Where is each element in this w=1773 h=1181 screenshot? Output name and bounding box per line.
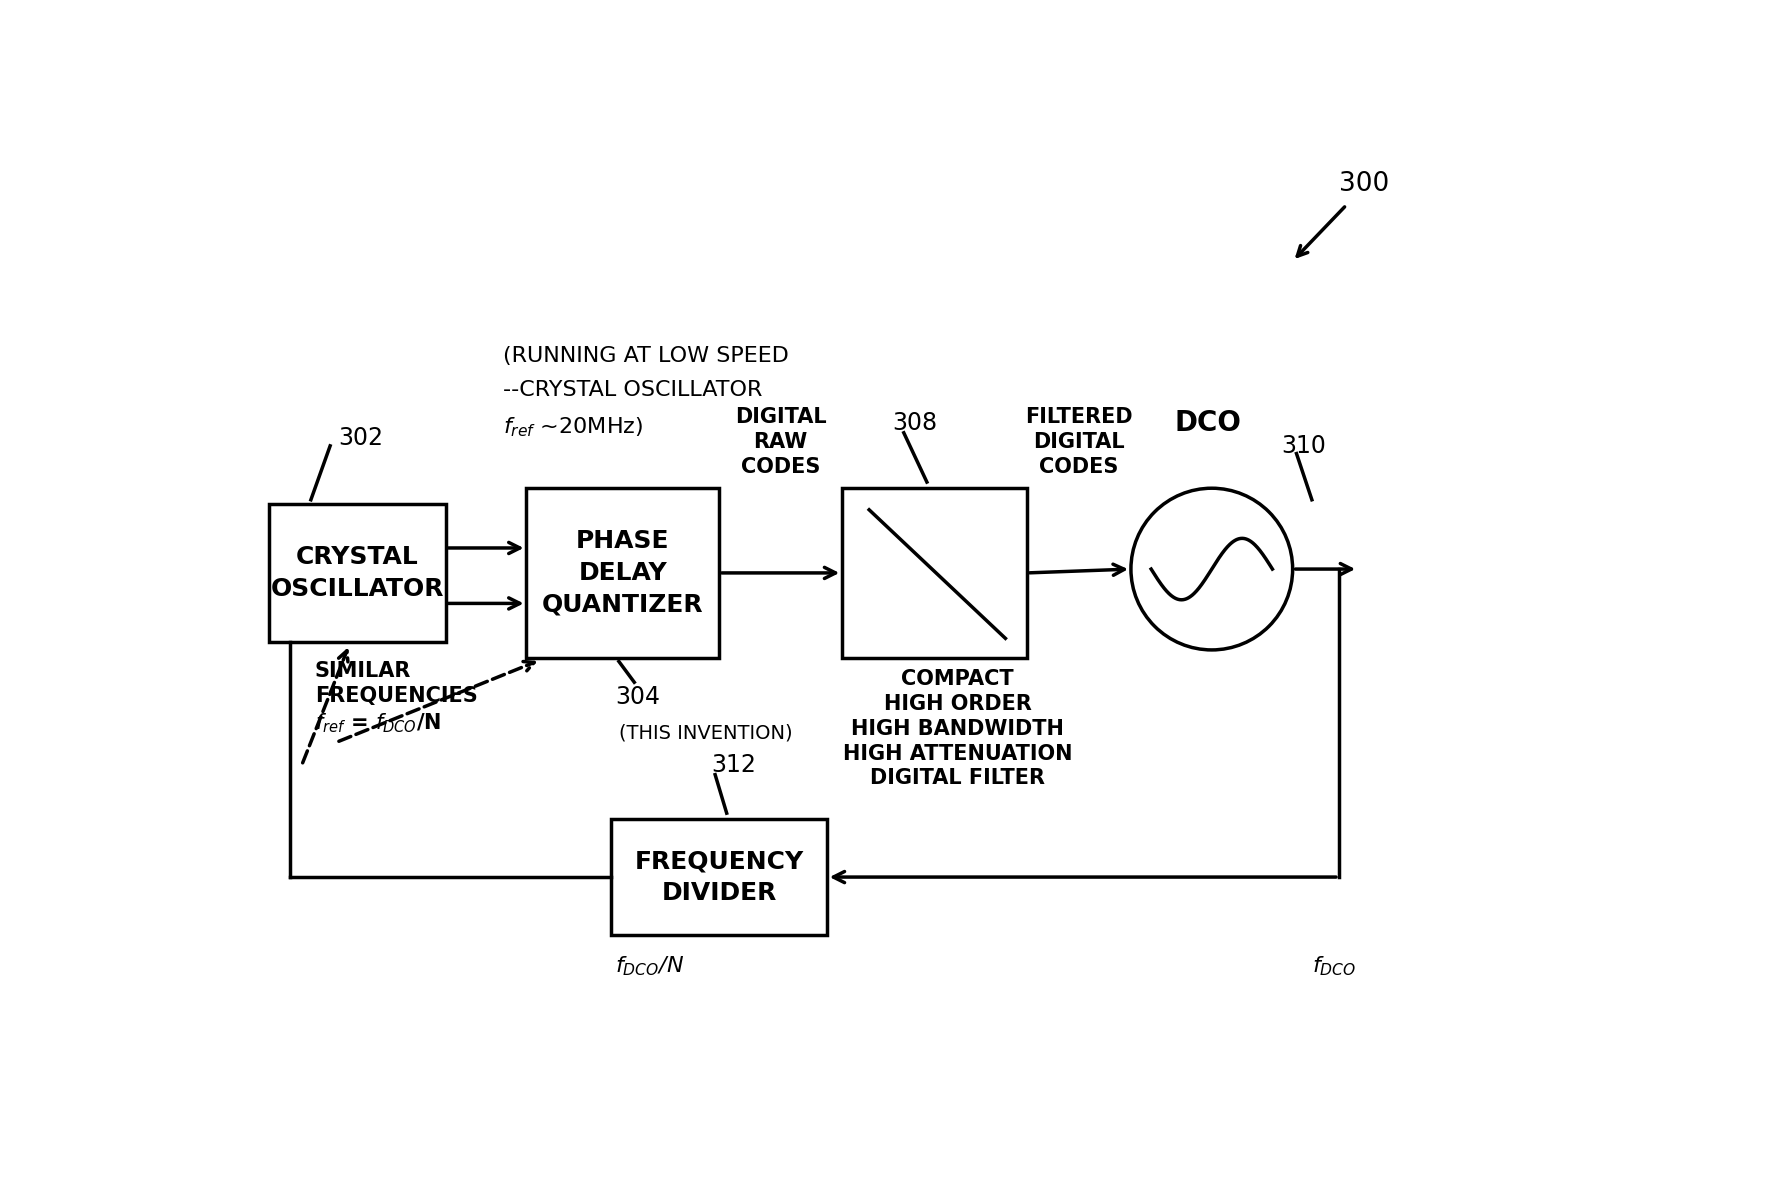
Bar [612, 820, 826, 935]
Text: 308: 308 [892, 411, 936, 435]
Text: FILTERED
DIGITAL
CODES: FILTERED DIGITAL CODES [1025, 407, 1133, 477]
Bar [268, 503, 445, 642]
Text: (RUNNING AT LOW SPEED: (RUNNING AT LOW SPEED [504, 346, 789, 366]
Text: (THIS INVENTION): (THIS INVENTION) [619, 723, 793, 742]
Text: PHASE
DELAY
QUANTIZER: PHASE DELAY QUANTIZER [541, 529, 704, 616]
Text: DIGITAL
RAW
CODES: DIGITAL RAW CODES [734, 407, 826, 477]
Text: 300: 300 [1339, 171, 1388, 197]
Text: $f_{DCO}$: $f_{DCO}$ [1312, 954, 1355, 978]
Text: $f_{DCO}$/N: $f_{DCO}$/N [615, 954, 684, 978]
Text: COMPACT
HIGH ORDER
HIGH BANDWIDTH
HIGH ATTENUATION
DIGITAL FILTER: COMPACT HIGH ORDER HIGH BANDWIDTH HIGH A… [842, 670, 1073, 789]
Text: DCO: DCO [1174, 409, 1241, 437]
Bar [842, 488, 1027, 658]
Text: 302: 302 [337, 426, 383, 450]
Text: --CRYSTAL OSCILLATOR: --CRYSTAL OSCILLATOR [504, 380, 762, 400]
Text: 304: 304 [615, 685, 660, 709]
Text: $f_{ref}$ ~20MHz): $f_{ref}$ ~20MHz) [504, 415, 644, 438]
Text: 312: 312 [711, 753, 755, 777]
Bar [527, 488, 718, 658]
Text: CRYSTAL
OSCILLATOR: CRYSTAL OSCILLATOR [269, 546, 443, 601]
Text: FREQUENCY
DIVIDER: FREQUENCY DIVIDER [635, 849, 803, 905]
Text: 310: 310 [1280, 433, 1324, 458]
Text: SIMILAR
FREQUENCIES
$f_{ref}$ = $f_{DCO}$/N: SIMILAR FREQUENCIES $f_{ref}$ = $f_{DCO}… [314, 661, 477, 736]
